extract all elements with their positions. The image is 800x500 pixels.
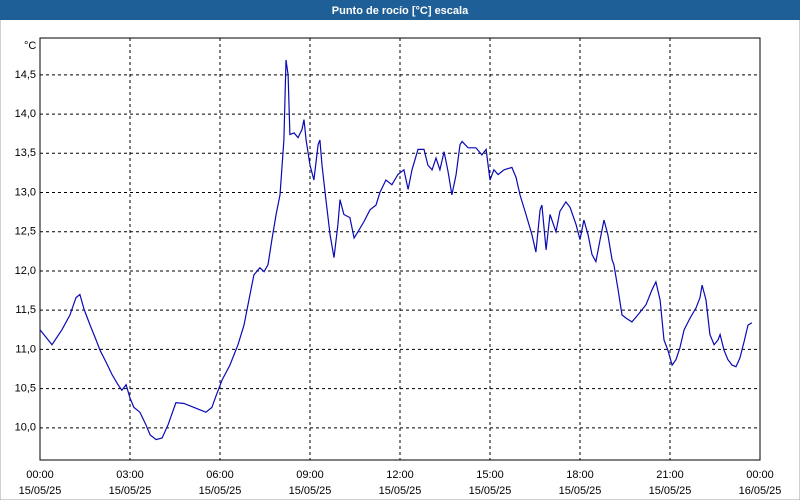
x-tick-date: 16/05/25 (739, 485, 782, 497)
x-tick-date: 15/05/25 (469, 485, 512, 497)
x-tick-date: 15/05/25 (379, 485, 422, 497)
x-tick-date: 15/05/25 (199, 485, 242, 497)
x-tick-label: 18:00 (566, 469, 594, 481)
y-tick-label: 14,5 (15, 69, 36, 81)
y-tick-label: 13,0 (15, 186, 36, 198)
x-tick-date: 15/05/25 (559, 485, 602, 497)
x-tick-date: 15/05/25 (19, 485, 62, 497)
x-tick-label: 06:00 (206, 469, 234, 481)
x-tick-label: 00:00 (746, 469, 774, 481)
x-tick-label: 15:00 (476, 469, 504, 481)
y-tick-label: 12,0 (15, 265, 36, 277)
y-tick-label: 11,5 (15, 304, 36, 316)
x-tick-date: 15/05/25 (289, 485, 332, 497)
y-tick-label: 10,0 (15, 422, 36, 434)
y-unit: °C (24, 40, 36, 52)
y-tick-label: 11,0 (15, 343, 36, 355)
chart-title: Punto de rocío [°C] escala (332, 5, 469, 17)
x-tick-label: 00:00 (26, 469, 54, 481)
y-tick-label: 13,5 (15, 147, 36, 159)
x-tick-date: 15/05/25 (649, 485, 692, 497)
title-bar (0, 0, 800, 20)
y-tick-label: 12,5 (15, 226, 36, 238)
x-tick-label: 03:00 (116, 469, 144, 481)
y-tick-label: 10,5 (15, 383, 36, 395)
x-tick-label: 21:00 (656, 469, 684, 481)
x-tick-label: 12:00 (386, 469, 414, 481)
y-tick-label: 14,0 (15, 108, 36, 120)
data-line (39, 59, 753, 441)
x-tick-label: 09:00 (296, 469, 324, 481)
x-tick-date: 15/05/25 (109, 485, 152, 497)
